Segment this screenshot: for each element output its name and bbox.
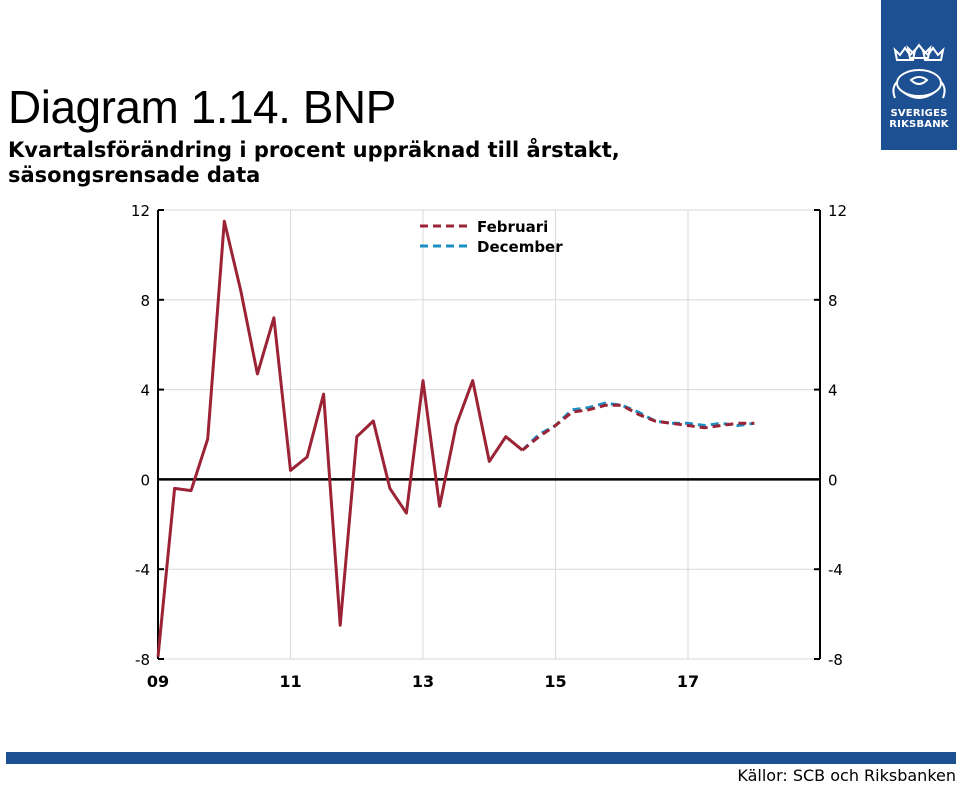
y-tick-label-right: -8 bbox=[828, 651, 843, 669]
legend-label-december: December bbox=[477, 238, 563, 256]
y-tick-label-left: -8 bbox=[135, 651, 150, 669]
chart-subtitle: Kvartalsförändring i procent uppräknad t… bbox=[8, 138, 620, 187]
y-tick-label-right: -4 bbox=[828, 561, 843, 579]
y-tick-label-right: 4 bbox=[828, 382, 838, 400]
series-line-december bbox=[521, 401, 755, 452]
chart-axes bbox=[157, 209, 821, 660]
legend-label-februari: Februari bbox=[477, 218, 548, 236]
y-tick-label-right: 8 bbox=[828, 292, 838, 310]
y-tick-label-right: 12 bbox=[828, 202, 847, 220]
series-lines bbox=[156, 219, 755, 657]
y-tick-label-left: 8 bbox=[140, 292, 150, 310]
y-tick-label-left: 12 bbox=[131, 202, 150, 220]
riksbank-logo: SVERIGES RIKSBANK bbox=[881, 0, 957, 150]
x-tick-label: 13 bbox=[412, 672, 434, 691]
riksbank-crest-icon bbox=[892, 43, 946, 99]
series-line-februari bbox=[521, 403, 755, 452]
footer-bar bbox=[6, 752, 956, 764]
grid-lines bbox=[158, 209, 820, 660]
y-tick-label-left: 0 bbox=[140, 471, 150, 489]
x-tick-label: 09 bbox=[147, 672, 169, 691]
series-line-outcome bbox=[156, 219, 524, 657]
y-tick-label-right: 0 bbox=[828, 471, 838, 489]
chart-legend: Februari December bbox=[420, 218, 563, 256]
tick-labels: 12 12 8 8 4 4 0 0 -4 -4 -8 -8 09 11 13 15 17 bbox=[131, 202, 847, 691]
logo-text-line1: SVERIGES bbox=[890, 108, 948, 119]
logo-text-line2: RIKSBANK bbox=[889, 119, 949, 130]
y-tick-label-left: 4 bbox=[140, 382, 150, 400]
x-tick-label: 17 bbox=[677, 672, 699, 691]
source-note: Källor: SCB och Riksbanken bbox=[737, 766, 956, 785]
chart-title: Diagram 1.14. BNP bbox=[8, 81, 396, 133]
x-tick-label: 11 bbox=[279, 672, 301, 691]
y-tick-label-left: -4 bbox=[135, 561, 150, 579]
gdp-line-chart: 12 12 8 8 4 4 0 0 -4 -4 -8 -8 09 11 13 15 17 Februari Dec… bbox=[131, 202, 847, 691]
x-tick-label: 15 bbox=[544, 672, 566, 691]
